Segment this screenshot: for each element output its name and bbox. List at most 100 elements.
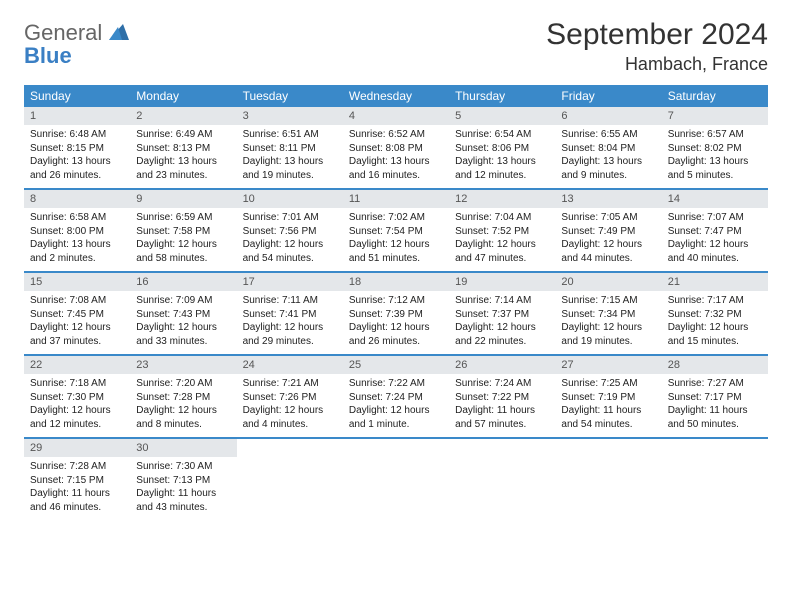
day-details: Sunrise: 7:28 AMSunset: 7:15 PMDaylight:… bbox=[24, 457, 130, 520]
sunset-text: Sunset: 8:13 PM bbox=[136, 142, 230, 156]
daylight-text: and 29 minutes. bbox=[243, 335, 337, 349]
day-details: Sunrise: 6:48 AMSunset: 8:15 PMDaylight:… bbox=[24, 125, 130, 188]
daylight-text: Daylight: 12 hours bbox=[243, 404, 337, 418]
daylight-text: Daylight: 12 hours bbox=[349, 321, 443, 335]
sunrise-text: Sunrise: 7:21 AM bbox=[243, 377, 337, 391]
daylight-text: Daylight: 11 hours bbox=[455, 404, 549, 418]
calendar-week: 1Sunrise: 6:48 AMSunset: 8:15 PMDaylight… bbox=[24, 107, 768, 190]
weekday-header: Thursday bbox=[449, 85, 555, 107]
day-number: 7 bbox=[662, 107, 768, 125]
daylight-text: Daylight: 12 hours bbox=[561, 238, 655, 252]
calendar-week: 8Sunrise: 6:58 AMSunset: 8:00 PMDaylight… bbox=[24, 190, 768, 273]
day-details: Sunrise: 7:21 AMSunset: 7:26 PMDaylight:… bbox=[237, 374, 343, 437]
day-details: Sunrise: 7:20 AMSunset: 7:28 PMDaylight:… bbox=[130, 374, 236, 437]
calendar-cell: 4Sunrise: 6:52 AMSunset: 8:08 PMDaylight… bbox=[343, 107, 449, 188]
page-title: September 2024 bbox=[546, 18, 768, 52]
sunset-text: Sunset: 7:52 PM bbox=[455, 225, 549, 239]
day-number: 25 bbox=[343, 356, 449, 374]
sunset-text: Sunset: 7:24 PM bbox=[349, 391, 443, 405]
calendar-cell: 24Sunrise: 7:21 AMSunset: 7:26 PMDayligh… bbox=[237, 356, 343, 437]
daylight-text: and 19 minutes. bbox=[561, 335, 655, 349]
daylight-text: and 47 minutes. bbox=[455, 252, 549, 266]
daylight-text: and 12 minutes. bbox=[455, 169, 549, 183]
sail-icon bbox=[109, 24, 129, 40]
day-details: Sunrise: 7:08 AMSunset: 7:45 PMDaylight:… bbox=[24, 291, 130, 354]
sunset-text: Sunset: 8:02 PM bbox=[668, 142, 762, 156]
day-details: Sunrise: 6:52 AMSunset: 8:08 PMDaylight:… bbox=[343, 125, 449, 188]
daylight-text: and 12 minutes. bbox=[30, 418, 124, 432]
day-number: 3 bbox=[237, 107, 343, 125]
day-number: 29 bbox=[24, 439, 130, 457]
daylight-text: and 5 minutes. bbox=[668, 169, 762, 183]
daylight-text: Daylight: 12 hours bbox=[455, 321, 549, 335]
calendar-cell: 20Sunrise: 7:15 AMSunset: 7:34 PMDayligh… bbox=[555, 273, 661, 354]
sunrise-text: Sunrise: 6:54 AM bbox=[455, 128, 549, 142]
sunset-text: Sunset: 7:26 PM bbox=[243, 391, 337, 405]
day-number: 16 bbox=[130, 273, 236, 291]
day-details: Sunrise: 7:11 AMSunset: 7:41 PMDaylight:… bbox=[237, 291, 343, 354]
weekday-header: Sunday bbox=[24, 85, 130, 107]
day-number: 8 bbox=[24, 190, 130, 208]
day-number: 30 bbox=[130, 439, 236, 457]
weekday-header: Monday bbox=[130, 85, 236, 107]
calendar-cell: 5Sunrise: 6:54 AMSunset: 8:06 PMDaylight… bbox=[449, 107, 555, 188]
day-number: 20 bbox=[555, 273, 661, 291]
sunset-text: Sunset: 8:08 PM bbox=[349, 142, 443, 156]
location-label: Hambach, France bbox=[546, 54, 768, 75]
day-number: 2 bbox=[130, 107, 236, 125]
calendar-cell: 13Sunrise: 7:05 AMSunset: 7:49 PMDayligh… bbox=[555, 190, 661, 271]
daylight-text: and 2 minutes. bbox=[30, 252, 124, 266]
day-number: 11 bbox=[343, 190, 449, 208]
daylight-text: Daylight: 12 hours bbox=[243, 321, 337, 335]
calendar-cell: 11Sunrise: 7:02 AMSunset: 7:54 PMDayligh… bbox=[343, 190, 449, 271]
daylight-text: and 51 minutes. bbox=[349, 252, 443, 266]
daylight-text: and 44 minutes. bbox=[561, 252, 655, 266]
sunset-text: Sunset: 7:19 PM bbox=[561, 391, 655, 405]
sunset-text: Sunset: 7:15 PM bbox=[30, 474, 124, 488]
day-details: Sunrise: 6:54 AMSunset: 8:06 PMDaylight:… bbox=[449, 125, 555, 188]
day-number: 4 bbox=[343, 107, 449, 125]
sunset-text: Sunset: 8:06 PM bbox=[455, 142, 549, 156]
calendar-cell: 10Sunrise: 7:01 AMSunset: 7:56 PMDayligh… bbox=[237, 190, 343, 271]
calendar-week: 22Sunrise: 7:18 AMSunset: 7:30 PMDayligh… bbox=[24, 356, 768, 439]
sunrise-text: Sunrise: 6:51 AM bbox=[243, 128, 337, 142]
daylight-text: Daylight: 13 hours bbox=[455, 155, 549, 169]
sunset-text: Sunset: 8:15 PM bbox=[30, 142, 124, 156]
calendar-week: 15Sunrise: 7:08 AMSunset: 7:45 PMDayligh… bbox=[24, 273, 768, 356]
day-number: 18 bbox=[343, 273, 449, 291]
calendar-cell: 7Sunrise: 6:57 AMSunset: 8:02 PMDaylight… bbox=[662, 107, 768, 188]
calendar-cell: 27Sunrise: 7:25 AMSunset: 7:19 PMDayligh… bbox=[555, 356, 661, 437]
day-details: Sunrise: 7:27 AMSunset: 7:17 PMDaylight:… bbox=[662, 374, 768, 437]
day-details: Sunrise: 7:07 AMSunset: 7:47 PMDaylight:… bbox=[662, 208, 768, 271]
sunset-text: Sunset: 7:58 PM bbox=[136, 225, 230, 239]
calendar-cell: 17Sunrise: 7:11 AMSunset: 7:41 PMDayligh… bbox=[237, 273, 343, 354]
day-details: Sunrise: 7:15 AMSunset: 7:34 PMDaylight:… bbox=[555, 291, 661, 354]
sunrise-text: Sunrise: 7:25 AM bbox=[561, 377, 655, 391]
day-number: 21 bbox=[662, 273, 768, 291]
day-number: 12 bbox=[449, 190, 555, 208]
day-number: 24 bbox=[237, 356, 343, 374]
weekday-header: Friday bbox=[555, 85, 661, 107]
daylight-text: and 9 minutes. bbox=[561, 169, 655, 183]
sunrise-text: Sunrise: 7:15 AM bbox=[561, 294, 655, 308]
daylight-text: and 8 minutes. bbox=[136, 418, 230, 432]
logo-text: General Blue bbox=[24, 22, 129, 68]
daylight-text: and 26 minutes. bbox=[349, 335, 443, 349]
sunrise-text: Sunrise: 7:30 AM bbox=[136, 460, 230, 474]
day-number: 27 bbox=[555, 356, 661, 374]
sunrise-text: Sunrise: 7:01 AM bbox=[243, 211, 337, 225]
sunset-text: Sunset: 8:04 PM bbox=[561, 142, 655, 156]
sunset-text: Sunset: 7:39 PM bbox=[349, 308, 443, 322]
calendar-cell: 18Sunrise: 7:12 AMSunset: 7:39 PMDayligh… bbox=[343, 273, 449, 354]
header: General Blue September 2024 Hambach, Fra… bbox=[24, 18, 768, 75]
sunrise-text: Sunrise: 7:07 AM bbox=[668, 211, 762, 225]
sunrise-text: Sunrise: 6:57 AM bbox=[668, 128, 762, 142]
day-details: Sunrise: 7:09 AMSunset: 7:43 PMDaylight:… bbox=[130, 291, 236, 354]
daylight-text: Daylight: 13 hours bbox=[30, 155, 124, 169]
day-details: Sunrise: 7:25 AMSunset: 7:19 PMDaylight:… bbox=[555, 374, 661, 437]
day-number: 9 bbox=[130, 190, 236, 208]
calendar-cell: 6Sunrise: 6:55 AMSunset: 8:04 PMDaylight… bbox=[555, 107, 661, 188]
calendar-cell bbox=[555, 439, 661, 520]
calendar-cell: 9Sunrise: 6:59 AMSunset: 7:58 PMDaylight… bbox=[130, 190, 236, 271]
daylight-text: and 23 minutes. bbox=[136, 169, 230, 183]
